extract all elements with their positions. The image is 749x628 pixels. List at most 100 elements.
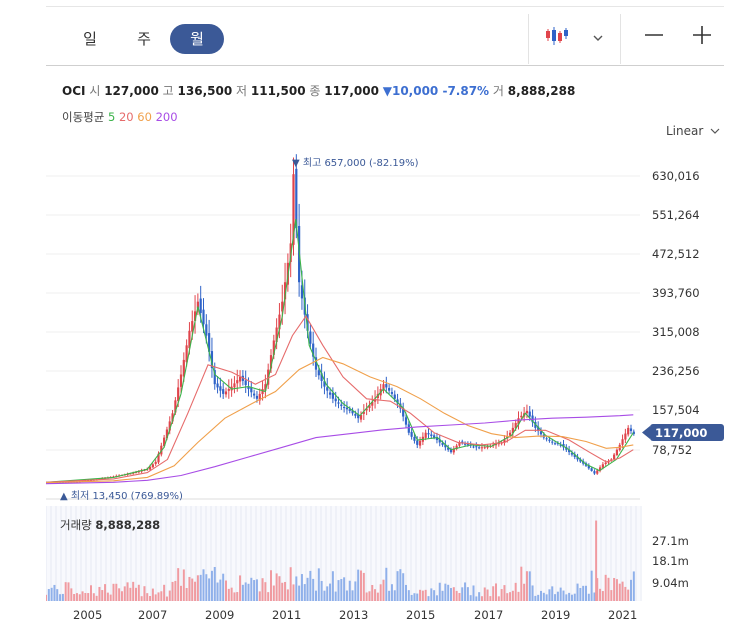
candle-body [101,478,104,480]
candle-body [615,449,619,456]
volume-bar [593,592,596,601]
volume-bar [157,592,160,601]
candle-body [137,471,140,473]
chevron-down-icon[interactable] [592,28,604,47]
candle-body [365,408,368,411]
candle-body [413,436,416,441]
volume-bar [46,594,47,601]
volume-bar [444,583,447,601]
volume-label: 거 [492,84,504,98]
volume-bar [303,584,306,601]
candle-body [388,388,391,391]
volume-bar [255,579,258,601]
candle-body [444,444,447,448]
volume-bar [109,594,112,601]
volume-bar [531,585,534,601]
volume-bar [632,571,635,601]
volume-bar [357,569,360,601]
volume-bar [87,593,90,601]
price-chart[interactable]: 630,016 551,264 472,512 393,760 315,008 … [46,146,724,626]
volume-bar [300,574,303,601]
candle-body [579,459,582,462]
candle-body [418,440,422,446]
volume-bar [73,594,76,601]
candle-body [168,421,171,431]
volume-bar [599,588,602,601]
volume-bar [601,591,604,601]
candle-body [435,437,439,441]
candle-body [281,301,284,312]
candle-body [188,330,191,349]
open-value: 127,000 [104,84,159,98]
scale-selector[interactable]: Linear [666,124,720,138]
volume-bar [334,591,337,601]
volume-bar [129,587,132,601]
candle-body [621,439,624,445]
volume-bar [615,579,618,601]
candle-body [317,370,320,376]
volume-bar [595,520,598,601]
candle-body [326,387,329,391]
candle-body [613,454,616,460]
volume-bar [540,590,542,601]
volume-bar [312,578,315,601]
ma-label: 이동평균 [62,110,105,124]
volume-bar [208,578,211,601]
volume-bar [447,584,450,601]
minus-icon[interactable] [644,27,664,47]
high-value: 136,500 [177,84,233,98]
low-value: 111,500 [250,84,306,98]
volume-bar [576,583,579,601]
volume-bar [618,583,621,601]
volume-bar [458,593,461,601]
candle-body [553,443,557,445]
candle-body [255,395,259,399]
volume-bar [59,594,62,601]
volume-bar [486,589,489,601]
period-day-button[interactable]: 일 [83,30,97,48]
candle-body [216,383,219,388]
candle-body [576,456,579,460]
volume-bar [143,586,146,601]
volume-bar [509,592,512,601]
volume-bar [95,595,98,601]
year-tick: 2011 [272,608,301,622]
moving-average-legend[interactable]: 이동평균 5 20 60 200 [62,109,178,125]
candle-body [396,399,399,404]
volume-bar [396,571,399,601]
candle-body [250,387,253,393]
candle-body [148,466,152,470]
candle-body [269,355,273,369]
candle-body [264,384,267,391]
volume-bar [587,593,590,601]
volume-bar [466,587,469,601]
volume-bar [250,577,253,601]
volume-bar [450,588,452,601]
volume-bar [205,574,208,601]
volume-bar [351,590,354,601]
volume-bar [135,587,137,601]
volume-panel-label: 거래량 8,888,288 [60,518,160,532]
period-month-button[interactable]: 월 [170,24,224,54]
volume-bar [78,594,81,601]
candle-body [511,427,514,434]
candle-body [185,345,188,363]
volume-bar [275,573,278,601]
candle-body [309,331,312,344]
candle-body [345,407,349,410]
volume-bar [627,589,630,601]
candle-body [227,389,230,391]
candle-body [466,443,469,445]
ma-5: 5 [107,110,116,124]
volume-bar [270,570,272,601]
candle-body [314,357,318,370]
volume-bar [570,594,573,601]
candlestick-icon[interactable] [544,25,572,51]
volume-bar [548,589,551,601]
volume-bar [630,579,632,601]
plus-icon[interactable] [692,26,712,48]
volume-bar [371,585,374,601]
candle-body [629,428,633,431]
volume-bar [545,594,548,601]
period-week-button[interactable]: 주 [137,30,151,48]
